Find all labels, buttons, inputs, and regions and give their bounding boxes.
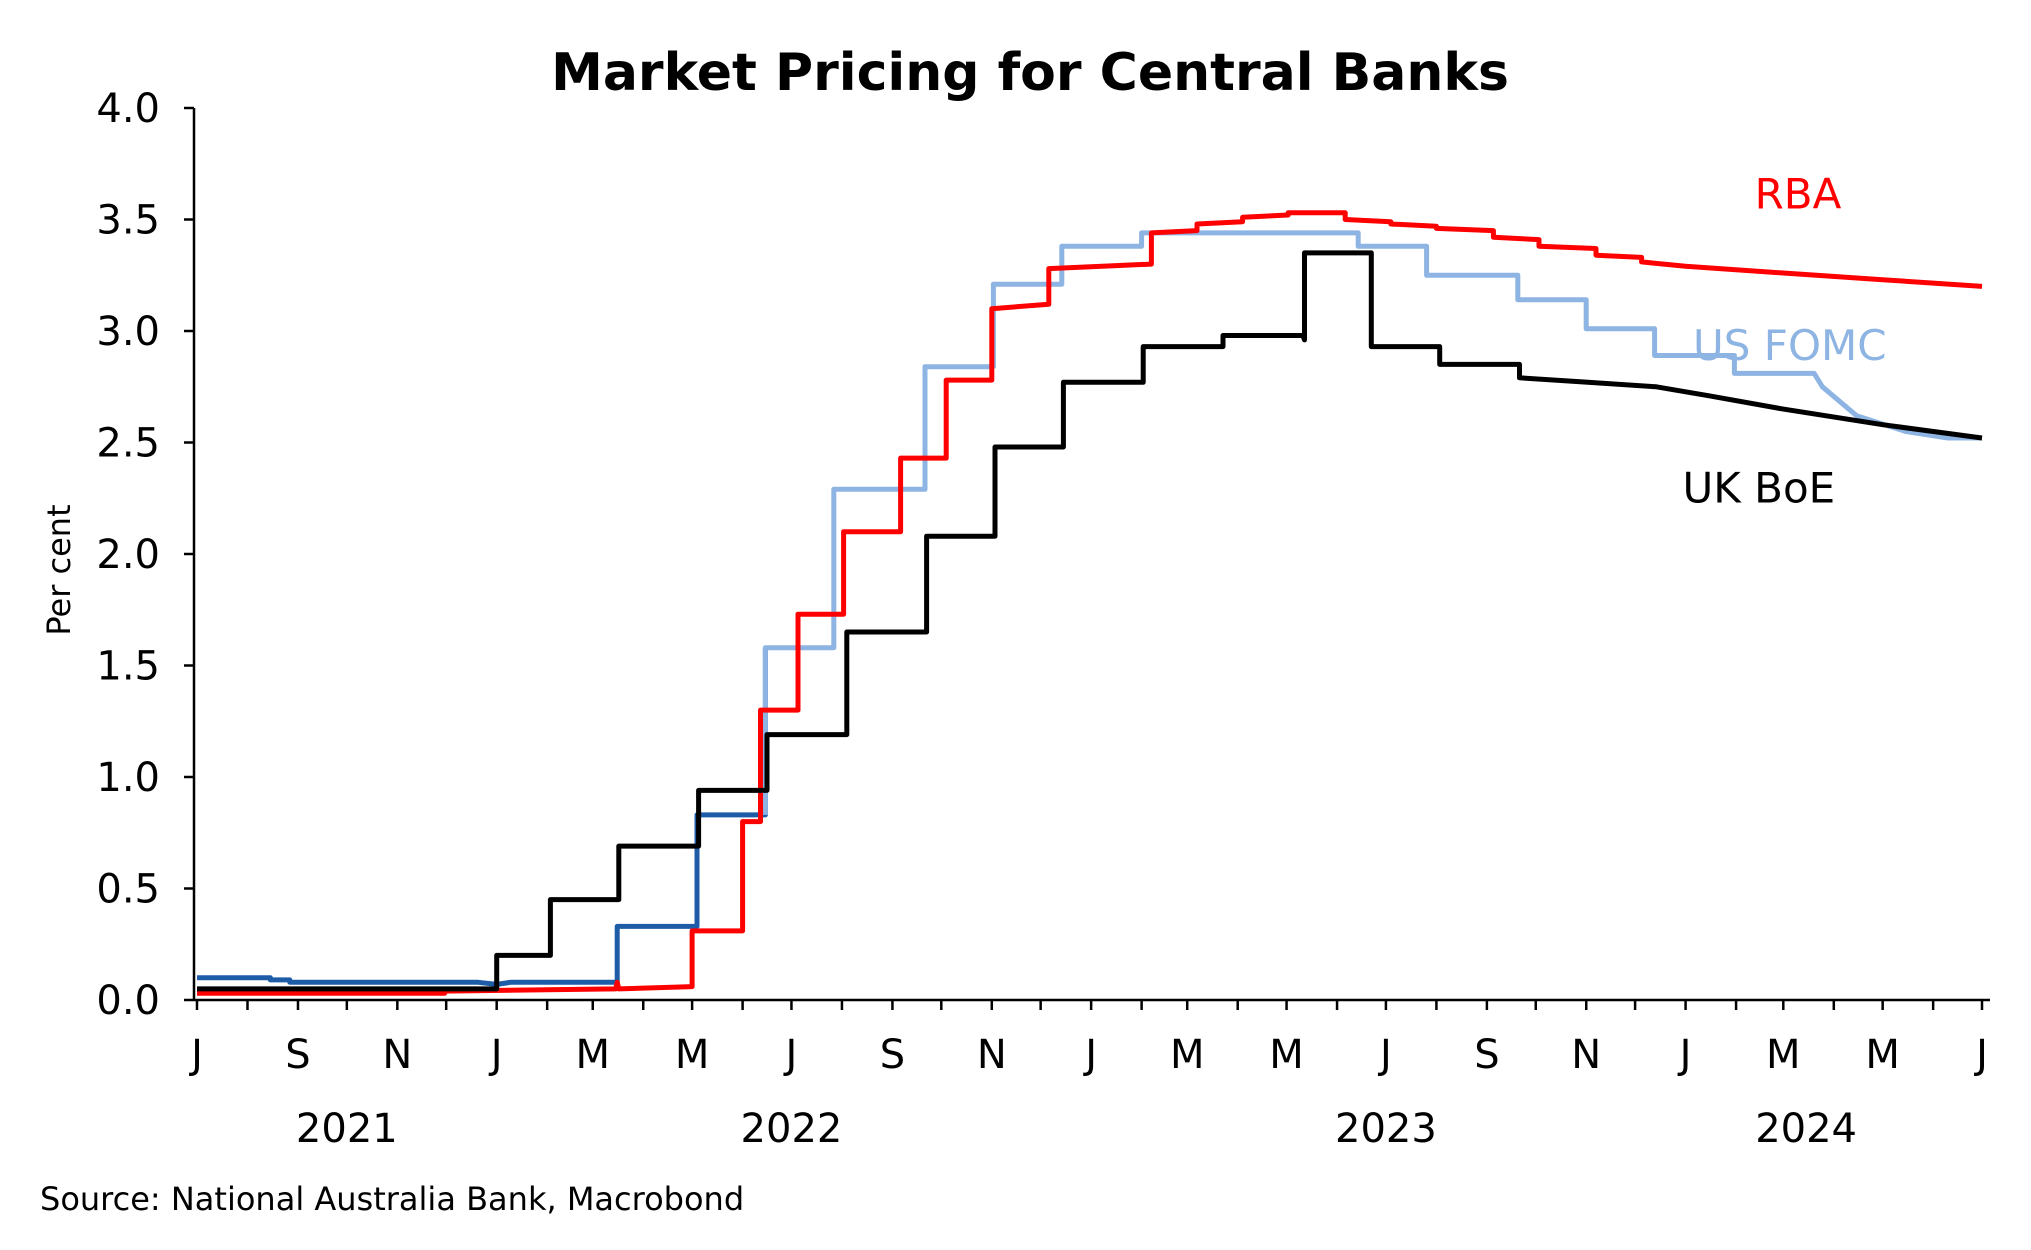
x-tick-label: M bbox=[576, 1032, 611, 1078]
year-label: 2021 bbox=[296, 1106, 398, 1152]
series-line-rba bbox=[197, 210, 1983, 996]
y-tick-label: 1.5 bbox=[96, 644, 160, 690]
x-tick-label: M bbox=[1170, 1032, 1205, 1078]
series-line-us-fomc-early bbox=[197, 647, 768, 987]
year-label: 2022 bbox=[741, 1106, 843, 1152]
x-tick-label: J bbox=[1082, 1032, 1097, 1078]
x-tick-label: J bbox=[488, 1032, 503, 1078]
series-label-us-fomc: US FOMC bbox=[1693, 321, 1887, 370]
x-tick-label: S bbox=[1474, 1032, 1499, 1078]
series-lines bbox=[197, 210, 1983, 996]
y-tick-label: 2.0 bbox=[96, 532, 160, 578]
y-tick-label: 3.0 bbox=[96, 309, 160, 355]
y-axis-label: Per cent bbox=[40, 504, 78, 635]
x-tick-label: J bbox=[188, 1032, 203, 1078]
x-tick-label: N bbox=[1571, 1032, 1601, 1078]
x-tick-label: M bbox=[1766, 1032, 1801, 1078]
x-tick-label: S bbox=[285, 1032, 310, 1078]
x-tick-label: M bbox=[675, 1032, 710, 1078]
x-axis-year-labels: 2021 2022 2023 2024 bbox=[296, 1106, 1857, 1152]
series-line-us-fomc bbox=[762, 230, 1982, 815]
x-tick-label: N bbox=[977, 1032, 1007, 1078]
y-tick-label: 1.0 bbox=[96, 755, 160, 801]
source-note: Source: National Australia Bank, Macrobo… bbox=[40, 1180, 745, 1218]
y-tick-label: 2.5 bbox=[96, 421, 160, 467]
x-tick-label: J bbox=[1377, 1032, 1392, 1078]
x-tick-label: N bbox=[382, 1032, 412, 1078]
x-tick-label: J bbox=[783, 1032, 798, 1078]
series-label-rba: RBA bbox=[1755, 169, 1842, 218]
y-axis-ticks: 0.0 0.5 1.0 1.5 2.0 2.5 3.0 3.5 4.0 bbox=[96, 86, 194, 1024]
y-tick-label: 0.0 bbox=[96, 978, 160, 1024]
x-tick-label: J bbox=[1677, 1032, 1692, 1078]
x-tick-label: M bbox=[1865, 1032, 1900, 1078]
x-tick-label: S bbox=[880, 1032, 905, 1078]
series-line-uk-boe bbox=[197, 250, 1983, 992]
chart-title: Market Pricing for Central Banks bbox=[551, 43, 1509, 103]
series-labels: RBA US FOMC UK BoE bbox=[1683, 169, 1887, 512]
x-tick-label: M bbox=[1269, 1032, 1304, 1078]
series-label-uk-boe: UK BoE bbox=[1683, 464, 1836, 513]
year-label: 2024 bbox=[1755, 1106, 1857, 1152]
y-tick-label: 3.5 bbox=[96, 198, 160, 244]
y-tick-label: 0.5 bbox=[96, 867, 160, 913]
year-label: 2023 bbox=[1335, 1106, 1437, 1152]
y-tick-label: 4.0 bbox=[96, 86, 160, 132]
x-tick-label: J bbox=[1973, 1032, 1988, 1078]
